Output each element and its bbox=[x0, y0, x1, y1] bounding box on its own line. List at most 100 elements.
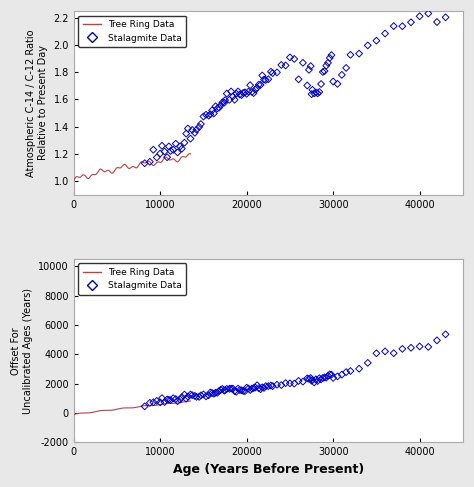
Point bbox=[161, 148, 168, 155]
Point bbox=[316, 88, 323, 96]
Point bbox=[317, 375, 325, 383]
Point bbox=[238, 91, 246, 99]
Point bbox=[241, 387, 249, 395]
Point bbox=[167, 147, 174, 155]
Point bbox=[442, 14, 449, 21]
Point bbox=[338, 71, 346, 79]
Point bbox=[282, 61, 290, 69]
Point bbox=[200, 112, 207, 120]
Point bbox=[416, 342, 423, 350]
Point bbox=[253, 381, 261, 389]
Point bbox=[239, 387, 247, 395]
Legend: Tree Ring Data, Stalagmite Data: Tree Ring Data, Stalagmite Data bbox=[78, 263, 186, 295]
Point bbox=[207, 389, 214, 396]
Point bbox=[217, 101, 225, 109]
Point bbox=[303, 82, 311, 90]
Point bbox=[399, 22, 406, 30]
Point bbox=[273, 69, 281, 76]
Point bbox=[213, 389, 221, 396]
Point bbox=[174, 149, 182, 156]
Point bbox=[245, 88, 252, 95]
Point bbox=[308, 377, 315, 385]
Point bbox=[220, 99, 228, 107]
Point bbox=[202, 393, 210, 400]
Point bbox=[326, 54, 334, 62]
Point bbox=[221, 386, 229, 394]
Point bbox=[243, 384, 250, 392]
Point bbox=[364, 41, 372, 49]
Point bbox=[210, 390, 218, 397]
Point bbox=[172, 140, 180, 148]
Point bbox=[164, 153, 171, 161]
Point bbox=[262, 382, 270, 390]
Point bbox=[195, 123, 203, 131]
Point bbox=[165, 396, 173, 404]
Point bbox=[197, 120, 205, 128]
Point bbox=[273, 381, 281, 389]
Point bbox=[425, 10, 432, 18]
Point bbox=[149, 146, 157, 153]
Point bbox=[212, 389, 219, 396]
Point bbox=[215, 387, 223, 395]
Point bbox=[252, 384, 259, 392]
Point bbox=[250, 384, 257, 392]
Point bbox=[202, 111, 210, 119]
Point bbox=[238, 386, 246, 394]
Y-axis label: Offset For
Uncalibrated Ages (Years): Offset For Uncalibrated Ages (Years) bbox=[11, 288, 33, 413]
Point bbox=[243, 90, 250, 98]
Point bbox=[220, 387, 228, 394]
Point bbox=[189, 392, 196, 399]
Point bbox=[208, 389, 216, 397]
Point bbox=[158, 394, 166, 402]
Point bbox=[146, 399, 154, 407]
Point bbox=[191, 392, 199, 400]
Point bbox=[321, 67, 328, 75]
Point bbox=[310, 90, 318, 97]
Point bbox=[319, 374, 327, 382]
Point bbox=[246, 81, 254, 89]
Point bbox=[322, 374, 330, 381]
Point bbox=[381, 348, 389, 356]
Point bbox=[205, 112, 212, 119]
Point bbox=[182, 130, 190, 137]
X-axis label: Age (Years Before Present): Age (Years Before Present) bbox=[173, 463, 364, 476]
Point bbox=[187, 391, 194, 398]
Point bbox=[200, 391, 207, 398]
Point bbox=[399, 345, 406, 353]
Point bbox=[346, 51, 354, 59]
Point bbox=[269, 382, 276, 390]
Point bbox=[316, 375, 323, 382]
Point bbox=[267, 382, 275, 390]
Point bbox=[309, 376, 316, 384]
Point bbox=[390, 349, 398, 357]
Point bbox=[310, 378, 318, 386]
Point bbox=[295, 75, 302, 83]
Point bbox=[433, 18, 441, 26]
Point bbox=[184, 393, 191, 400]
Point bbox=[146, 158, 154, 166]
Point bbox=[264, 75, 272, 83]
Point bbox=[312, 89, 319, 96]
Point bbox=[193, 126, 201, 133]
Point bbox=[277, 381, 285, 389]
Point bbox=[217, 386, 225, 393]
Point bbox=[189, 126, 196, 134]
Point bbox=[319, 68, 327, 76]
Point bbox=[176, 143, 184, 150]
Point bbox=[236, 386, 244, 394]
Point bbox=[381, 30, 389, 37]
Point bbox=[334, 373, 341, 380]
Point bbox=[299, 378, 307, 386]
Point bbox=[260, 384, 268, 392]
Point bbox=[305, 375, 313, 383]
Point bbox=[208, 107, 216, 114]
Point bbox=[407, 344, 415, 352]
Point bbox=[234, 385, 242, 393]
Point bbox=[324, 59, 332, 67]
Point bbox=[258, 383, 266, 391]
Point bbox=[312, 375, 319, 383]
Point bbox=[258, 72, 266, 79]
Point bbox=[317, 80, 325, 88]
Point bbox=[338, 371, 346, 378]
Point bbox=[305, 66, 313, 74]
